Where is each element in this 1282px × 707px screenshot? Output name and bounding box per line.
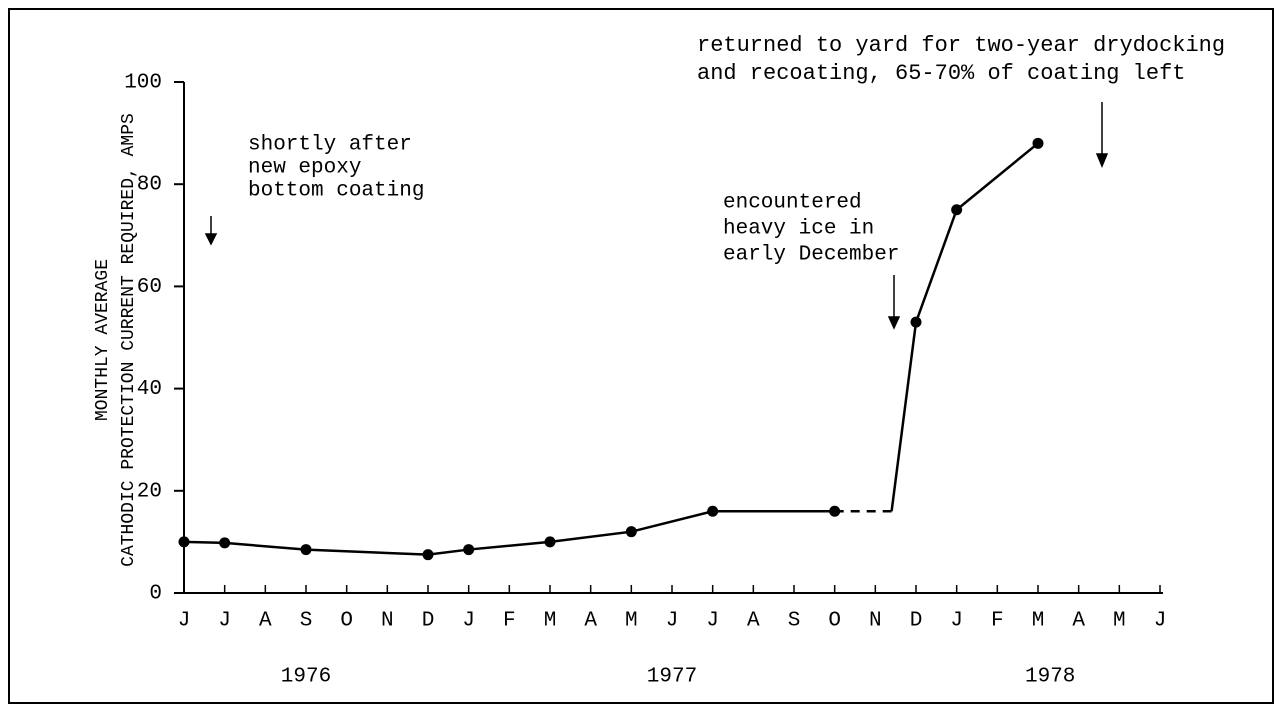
annotation-arrows [204,102,1109,330]
x-tick-label: J [462,610,475,633]
x-tick-label: M [1113,610,1126,633]
annotation: returned to yard for two-year drydocking [697,33,1225,58]
data-point [910,316,922,328]
data-point [300,544,312,556]
data-line [890,322,918,512]
x-tick-label: M [1032,610,1045,633]
y-tick-label: 20 [137,480,162,503]
x-tick-label: J [666,610,679,633]
data-point [219,537,231,549]
x-tick-label: N [381,610,394,633]
x-tick-label: J [218,610,231,633]
arrow-head [1095,153,1109,168]
annotation: bottom coating [248,180,424,203]
annotation: early December [723,244,899,267]
data-point [178,536,190,548]
data-point [544,536,556,548]
frame [8,8,1274,704]
data-point [422,549,434,561]
x-tick-label: A [584,610,597,633]
y-axis-label: MONTHLY AVERAGE [93,259,113,421]
year-label: 1976 [281,666,331,689]
x-tick-label: D [910,610,923,633]
year-label: 1977 [647,666,697,689]
y-tick-label: 0 [149,583,162,606]
y-tick-label: 100 [124,72,162,95]
arrow-head [204,233,218,246]
data-point [951,204,963,216]
x-tick-label: A [1072,610,1085,633]
x-tick-label: O [340,610,353,633]
arrow-head [887,316,901,330]
data-point [1032,137,1044,149]
data-point [463,544,475,556]
x-tick-label: M [544,610,557,633]
y-tick-label: 60 [137,276,162,299]
y-tick-label: 80 [137,174,162,197]
x-tick-label: F [503,610,516,633]
x-tick-label: F [991,610,1004,633]
y-axis-label: CATHODIC PROTECTION CURRENT REQUIRED, AM… [119,113,139,567]
x-tick-label: O [828,610,841,633]
data-line [183,509,835,556]
x-tick-label: S [300,610,313,633]
annotation: encountered [723,192,862,215]
y-tick-label: 40 [137,378,162,401]
annotation: new epoxy [248,157,361,180]
x-tick-label: A [259,610,272,633]
annotation: shortly after [248,134,412,157]
annotation: and recoating, 65-70% of coating left [697,61,1185,86]
data-point [625,526,637,538]
x-tick-label: J [178,610,191,633]
x-tick-label: J [1154,610,1167,633]
year-label: 1978 [1025,666,1075,689]
x-tick-label: N [869,610,882,633]
x-tick-label: J [706,610,719,633]
x-tick-label: D [422,610,435,633]
annotation: heavy ice in [723,218,874,241]
data-point [707,505,719,517]
x-tick-label: J [950,610,963,633]
x-tick-label: M [625,610,638,633]
x-tick-label: S [788,610,801,633]
x-tick-label: A [747,610,760,633]
data-line [914,142,1039,323]
